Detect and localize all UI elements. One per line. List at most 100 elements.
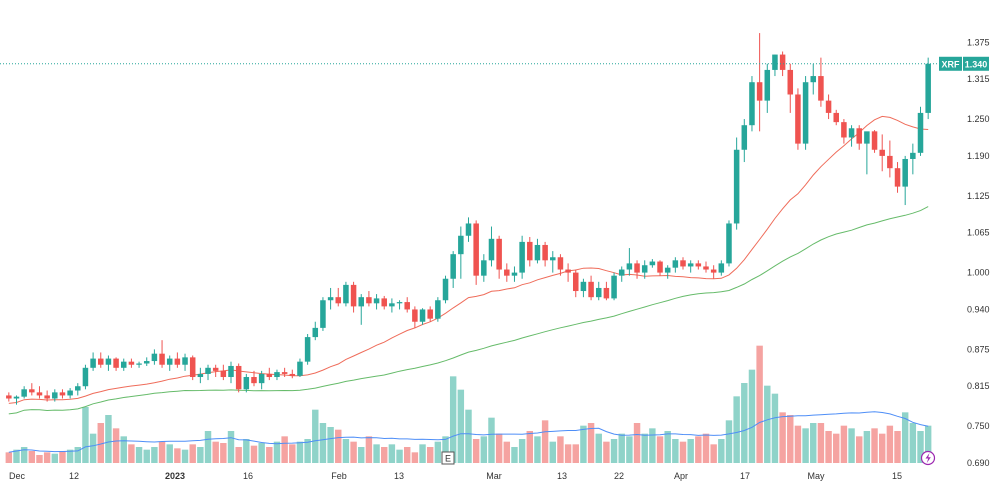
volume-bar (243, 439, 250, 463)
candle-body (557, 257, 564, 270)
volume-bar (28, 451, 36, 463)
candle-body (925, 63, 931, 113)
time-tick-label: 12 (69, 471, 79, 481)
candle (488, 226, 495, 267)
candle (649, 259, 656, 268)
candle (289, 369, 296, 379)
candle (435, 297, 441, 322)
candle (572, 269, 579, 298)
candle-body (235, 365, 242, 390)
volume-bar (863, 431, 871, 463)
time-tick-label: Dec (9, 471, 26, 481)
candle (802, 76, 809, 150)
candle-body (787, 69, 794, 95)
candle (136, 361, 142, 368)
volume-bar (365, 436, 373, 463)
volume-bar (649, 428, 656, 463)
volume-bar (534, 436, 541, 463)
candle (243, 373, 250, 393)
candle-body (572, 272, 579, 292)
candle (6, 392, 12, 402)
candle-body (350, 284, 357, 307)
candle (879, 134, 885, 172)
candle-body (481, 260, 487, 276)
price-badge-text: 1.340 (965, 59, 988, 69)
volume-bar (564, 444, 572, 463)
candle (917, 106, 924, 156)
volume-bar (856, 436, 863, 463)
candle (128, 358, 135, 368)
ma-fast-line (8, 115, 929, 404)
volume-bar (181, 449, 189, 463)
candle (327, 287, 334, 310)
candle-body (435, 300, 441, 319)
candle-body (212, 367, 219, 371)
candle (864, 131, 870, 175)
earnings-marker[interactable]: E (441, 451, 455, 465)
candle (304, 334, 311, 365)
candle-body (281, 372, 288, 374)
candle-body (519, 241, 525, 273)
candle (212, 364, 219, 378)
candle-body (105, 358, 112, 365)
candle (641, 260, 648, 279)
candle (266, 367, 273, 381)
volume-bar (158, 441, 166, 463)
candle-body (151, 353, 158, 362)
candle (534, 238, 541, 264)
candle (595, 281, 602, 301)
candle (902, 155, 908, 206)
volume-bar (748, 369, 756, 463)
candle-body (733, 149, 740, 224)
candle (52, 389, 58, 402)
candle-body (98, 358, 104, 365)
time-tick-label: 22 (614, 471, 624, 481)
candle-body (818, 76, 824, 101)
volume-bar (480, 436, 488, 463)
candle-body (320, 300, 326, 328)
volume-bar (327, 427, 334, 463)
candle-body (887, 155, 893, 169)
volume-bar (358, 447, 365, 463)
volume-bar (465, 409, 472, 463)
candle (527, 236, 533, 267)
volume-bar (833, 433, 840, 463)
volume-bar (396, 449, 403, 463)
candle (442, 275, 449, 304)
volume-bar (718, 439, 725, 463)
time-tick-label: 15 (892, 471, 902, 481)
candle-body (166, 358, 173, 365)
volume-bar (36, 455, 43, 463)
candle (166, 355, 173, 371)
volume-bar (549, 441, 556, 463)
candle (320, 297, 326, 331)
candle-body (312, 327, 319, 338)
candle-body (143, 361, 150, 364)
candle-body (848, 128, 855, 138)
volume-bar (235, 447, 242, 463)
volume-bar (151, 447, 158, 463)
candle-body (228, 365, 234, 378)
candle (519, 235, 525, 279)
candle-body (113, 358, 119, 368)
candle (159, 340, 165, 368)
candle-body (672, 260, 679, 268)
flash-icon[interactable] (920, 450, 936, 466)
candle-body (21, 389, 27, 397)
volume-bar (679, 441, 687, 463)
volume-bar (227, 431, 235, 463)
candle (718, 260, 725, 276)
volume-bar (20, 447, 28, 463)
time-tick-label: May (807, 471, 825, 481)
volume-bar (901, 412, 909, 463)
candle (833, 109, 839, 126)
candle-body (917, 112, 924, 153)
candle-body (427, 309, 433, 319)
candle (105, 355, 112, 371)
candle (350, 281, 357, 313)
candle (810, 63, 817, 95)
price-tick-label: 1.315 (967, 74, 990, 84)
candle-body (687, 263, 694, 267)
volume-bar (273, 441, 281, 463)
